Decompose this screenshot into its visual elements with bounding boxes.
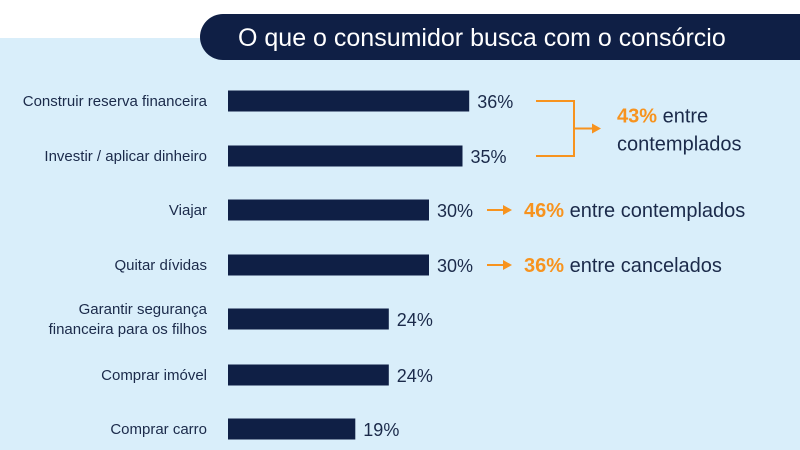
value-label-5: 24% [397, 366, 433, 386]
annotation-suffix-1: entre contemplados [564, 200, 745, 222]
annotation-text-line2-0: contemplados [617, 134, 742, 156]
annotation-suffix-0: entre [657, 106, 708, 128]
annotation-text-2: 36% entre cancelados [524, 255, 722, 277]
bar-1 [228, 145, 463, 167]
annotation-arrowhead-0 [592, 123, 601, 134]
value-label-1: 35% [471, 147, 507, 167]
value-label-4: 24% [397, 310, 433, 330]
annotation-text-0: 43% entre [617, 106, 708, 128]
category-label-4-1: financeira para os filhos [49, 321, 207, 338]
value-label-3: 30% [437, 256, 473, 276]
bar-2 [228, 199, 429, 221]
annotation-pct-2: 36% [524, 255, 564, 277]
value-label-6: 19% [363, 420, 399, 440]
title-pill [200, 14, 800, 60]
category-label-3: Quitar dívidas [114, 257, 207, 274]
annotation-pct-0: 43% [617, 106, 657, 128]
bar-6 [228, 418, 356, 440]
annotation-arrowhead-1 [503, 205, 512, 215]
annotation-suffix-2: entre cancelados [564, 255, 722, 277]
category-label-1: Investir / aplicar dinheiro [44, 148, 207, 165]
annotation-bracket-0 [536, 100, 592, 157]
chart-title: O que o consumidor busca com o consórcio [238, 24, 726, 52]
bar-0 [228, 90, 470, 112]
bar-4 [228, 308, 389, 330]
bar-3 [228, 254, 429, 276]
annotation-text-1: 46% entre contemplados [524, 200, 745, 222]
category-label-4-0: Garantir segurança [79, 301, 208, 318]
annotation-pct-1: 46% [524, 200, 564, 222]
category-label-2: Viajar [169, 202, 207, 219]
annotation-arrowhead-2 [503, 260, 512, 270]
category-label-0: Construir reserva financeira [23, 93, 208, 110]
category-label-6: Comprar carro [110, 421, 207, 438]
category-label-5: Comprar imóvel [101, 367, 207, 384]
bar-5 [228, 364, 389, 386]
value-label-0: 36% [477, 92, 513, 112]
value-label-2: 30% [437, 201, 473, 221]
